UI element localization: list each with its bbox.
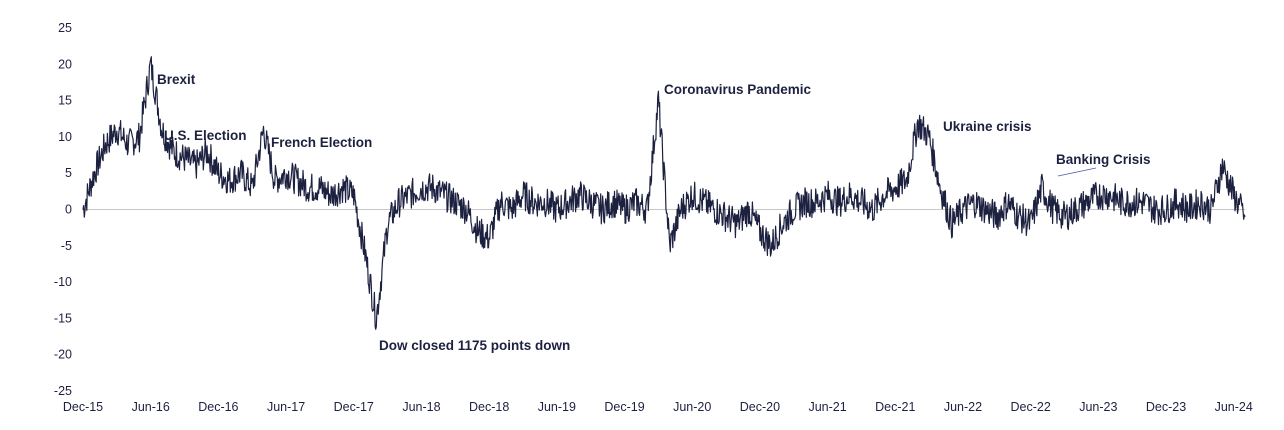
x-tick-label: Dec-23 <box>1146 400 1186 414</box>
x-tick-label: Jun-17 <box>267 400 305 414</box>
y-tick-label: 25 <box>58 21 72 35</box>
annotation-label: Coronavirus Pandemic <box>664 82 812 97</box>
x-tick-label: Jun-20 <box>673 400 711 414</box>
series-line <box>82 56 1246 330</box>
x-tick-label: Dec-19 <box>604 400 644 414</box>
annotations: Brexit U.S. Election French Election Dow cl… <box>157 72 1151 353</box>
x-tick-label: Jun-23 <box>1079 400 1117 414</box>
x-tick-label: Dec-18 <box>469 400 509 414</box>
annotation-label: Dow closed 1175 points down <box>379 338 570 353</box>
annotation-label: Banking Crisis <box>1056 152 1151 167</box>
y-axis: 25 20 15 10 5 0 -5 -10 -15 -20 -25 <box>54 21 72 398</box>
y-tick-label: -20 <box>54 348 72 362</box>
annotation-label: Brexit <box>157 72 196 87</box>
y-tick-label: 10 <box>58 130 72 144</box>
y-tick-label: -15 <box>54 311 72 325</box>
x-tick-label: Jun-22 <box>944 400 982 414</box>
annotation-label: Ukraine crisis <box>943 119 1032 134</box>
x-tick-label: Dec-17 <box>334 400 374 414</box>
y-tick-label: 20 <box>58 57 72 71</box>
x-tick-label: Jun-16 <box>132 400 170 414</box>
y-tick-label: 5 <box>65 166 72 180</box>
x-axis: Dec-15 Jun-16 Dec-16 Jun-17 Dec-17 Jun-18 Dec-… <box>63 400 1253 414</box>
x-tick-label: Dec-16 <box>198 400 238 414</box>
annotation-leader-line <box>1057 167 1097 177</box>
x-tick-label: Jun-21 <box>808 400 846 414</box>
y-tick-label: 15 <box>58 94 72 108</box>
x-tick-label: Jun-18 <box>402 400 440 414</box>
x-tick-label: Dec-22 <box>1011 400 1051 414</box>
x-tick-label: Dec-20 <box>740 400 780 414</box>
annotation-label: U.S. Election <box>164 128 247 143</box>
y-tick-label: -25 <box>54 384 72 398</box>
x-tick-label: Jun-24 <box>1215 400 1253 414</box>
x-tick-label: Dec-21 <box>875 400 915 414</box>
x-tick-label: Jun-19 <box>538 400 576 414</box>
x-tick-label: Dec-15 <box>63 400 103 414</box>
y-tick-label: -10 <box>54 275 72 289</box>
y-tick-label: -5 <box>61 239 72 253</box>
annotation-label: French Election <box>271 135 372 150</box>
y-tick-label: 0 <box>65 203 72 217</box>
